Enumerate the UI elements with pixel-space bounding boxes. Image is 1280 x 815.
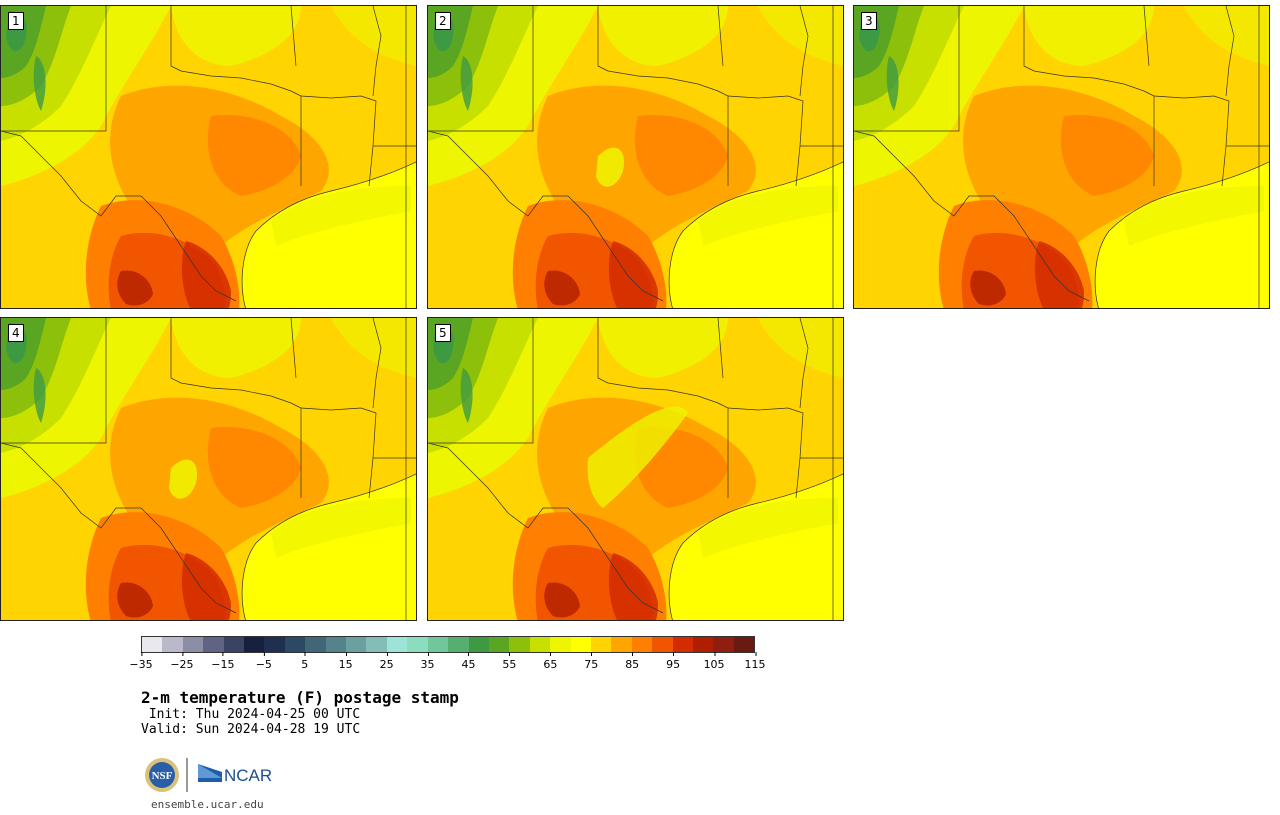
- colorbar-segment: [631, 637, 653, 652]
- colorbar-tick-label: −25: [170, 652, 194, 671]
- colorbar-segment: [529, 637, 551, 652]
- colorbar-segment: [182, 637, 204, 652]
- colorbar-segment: [142, 637, 163, 652]
- colorbar-segment: [468, 637, 489, 652]
- member-panel-2: 2: [427, 5, 844, 309]
- member-label: 4: [8, 324, 24, 342]
- colorbar-tick-label: 35: [421, 652, 435, 671]
- member-label: 5: [435, 324, 451, 342]
- colorbar-tick-label: 55: [502, 652, 516, 671]
- colorbar-tick-label: 85: [625, 652, 639, 671]
- colorbar-tick-label: 95: [666, 652, 680, 671]
- temperature-map-2: [428, 6, 843, 308]
- colorbar-tick-label: 45: [461, 652, 475, 671]
- colorbar-segment: [448, 637, 469, 652]
- site-url[interactable]: ensemble.ucar.edu: [151, 798, 264, 811]
- temperature-map-4: [1, 318, 416, 620]
- member-panel-1: 1: [0, 5, 417, 309]
- colorbar-segment: [284, 637, 306, 652]
- colorbar-tick-label: 65: [543, 652, 557, 671]
- member-label: 3: [861, 12, 877, 30]
- colorbar-tick-label: 75: [584, 652, 598, 671]
- colorbar-segment: [427, 637, 449, 652]
- colorbar-segment: [713, 637, 734, 652]
- product-title: 2-m temperature (F) postage stamp: [141, 688, 459, 707]
- colorbar-segment: [386, 637, 408, 652]
- init-time: Init: Thu 2024-04-25 00 UTC: [141, 707, 361, 722]
- colorbar-ticks: −35 −25 −15 −5 5 15 25 35 45 55 65 75 85 95 105 115: [129, 652, 766, 673]
- colorbar-segment: [550, 637, 571, 652]
- colorbar-segment: [305, 637, 326, 652]
- member-panel-3: 3: [853, 5, 1270, 309]
- valid-time: Valid: Sun 2024-04-28 19 UTC: [141, 722, 361, 737]
- logo-group: NSF NCAR: [144, 756, 274, 796]
- colorbar-segment: [570, 637, 591, 652]
- colorbar-tick-label: −35: [129, 652, 153, 671]
- colorbar-segment: [672, 637, 693, 652]
- colorbar-tick-label: 5: [301, 652, 308, 671]
- colorbar-segment: [692, 637, 714, 652]
- member-panel-4: 4: [0, 317, 417, 621]
- member-label: 1: [8, 12, 24, 30]
- ncar-logo-text: NCAR: [224, 766, 272, 785]
- ncar-logo: NCAR: [198, 764, 272, 785]
- colorbar-segment: [733, 637, 755, 652]
- nsf-logo-text: NSF: [152, 770, 173, 782]
- colorbar-segment: [488, 637, 510, 652]
- colorbar-segment: [244, 637, 265, 652]
- colorbar-tick-label: −5: [256, 652, 272, 671]
- temperature-colorbar: [141, 636, 755, 653]
- member-label: 2: [435, 12, 451, 30]
- colorbar-segment: [509, 637, 530, 652]
- colorbar-segment: [346, 637, 367, 652]
- temperature-map-3: [854, 6, 1269, 308]
- colorbar-segment: [590, 637, 612, 652]
- temperature-map-1: [1, 6, 416, 308]
- colorbar-tick-label: −15: [211, 652, 234, 671]
- temperature-map-5: [428, 318, 843, 620]
- colorbar-tick-label: 15: [339, 652, 353, 671]
- colorbar-segment: [611, 637, 632, 652]
- colorbar-segment: [203, 637, 224, 652]
- colorbar-segment: [162, 637, 183, 652]
- colorbar-tick-label: 105: [704, 652, 725, 671]
- nsf-logo: NSF: [145, 758, 179, 792]
- colorbar-tick-label: 115: [745, 652, 766, 671]
- member-panel-5: 5: [427, 317, 844, 621]
- colorbar-tick-label: 25: [380, 652, 394, 671]
- colorbar-segment: [366, 637, 387, 652]
- colorbar-segment: [223, 637, 245, 652]
- colorbar-segment: [325, 637, 347, 652]
- colorbar-segment: [264, 637, 285, 652]
- colorbar-segment: [407, 637, 428, 652]
- colorbar-segment: [652, 637, 673, 652]
